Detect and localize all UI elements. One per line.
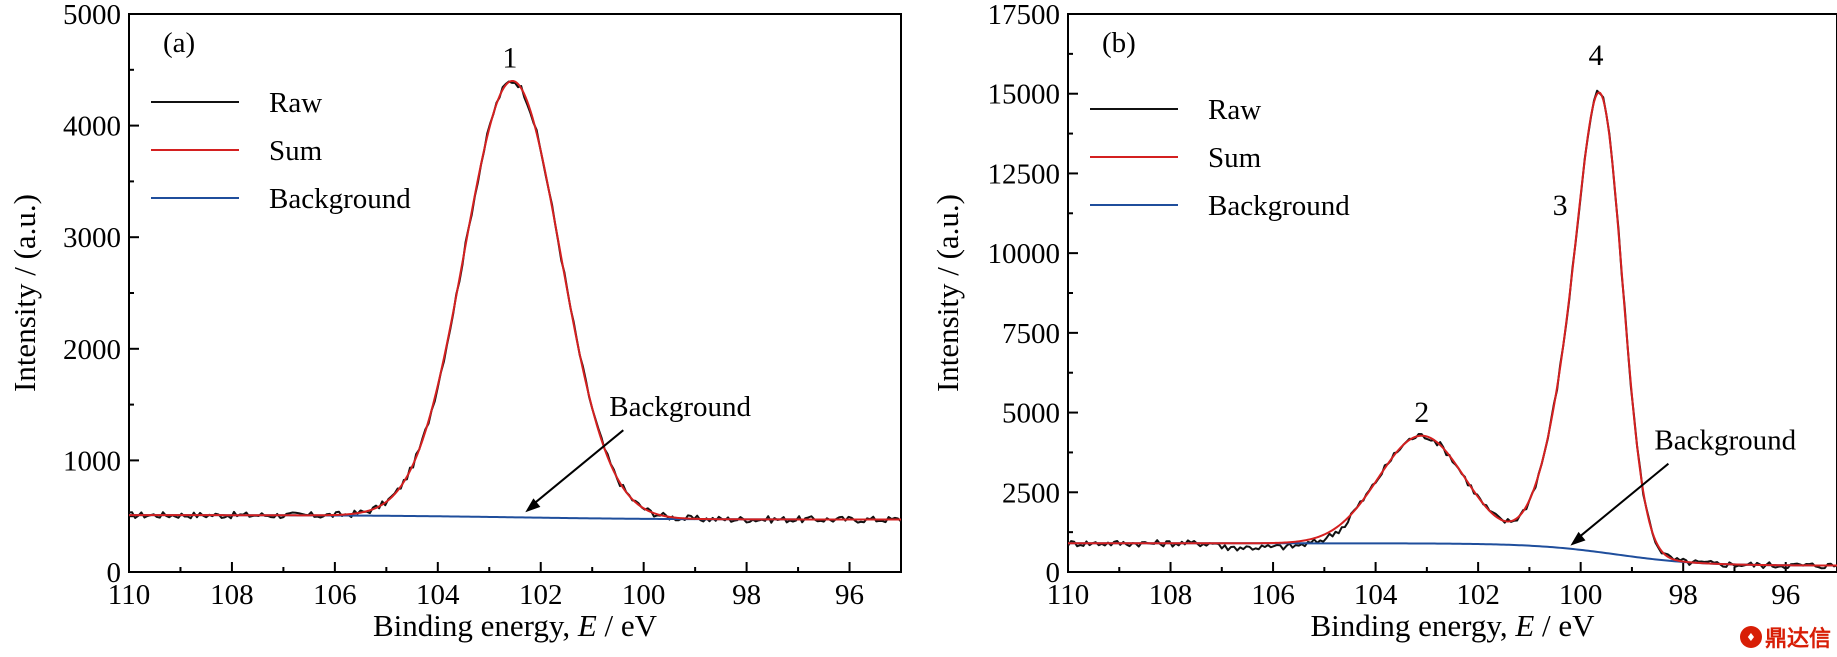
watermark: ♦ 鼎达信 [1739, 621, 1831, 653]
panel-b-peak-label-4: 4 [1589, 39, 1604, 72]
panel-a-series-sum-line [129, 79, 901, 521]
panel-a-y-tick-label: 3000 [63, 222, 121, 254]
panel-b-legend-entry-raw: Raw [1208, 94, 1261, 126]
panel-b-x-tick-label: 106 [1251, 579, 1295, 611]
panel-a-legend-entry-raw: Raw [269, 87, 322, 119]
panel-b-chart: 110 108 106 104 102 100 98 96 0 2500 5000 7500 10000… [930, 0, 1837, 643]
panel-b-annotation-arrow-head [1570, 531, 1586, 546]
panel-a-x-tick-label: 100 [622, 579, 666, 611]
panel-b-x-tick-label: 96 [1771, 579, 1800, 611]
panel-b-y-tick-label: 10000 [988, 238, 1061, 270]
panel-a-legend-entry-sum: Sum [269, 135, 323, 167]
panel-a-y-tick-label: 5000 [63, 0, 121, 31]
panel-a-legend-entry-background: Background [269, 183, 411, 215]
panel-b-peak-label-2: 2 [1414, 396, 1429, 429]
panel-a-peak-label-1: 1 [502, 42, 517, 75]
panel-b-legend-entry-background: Background [1208, 190, 1350, 222]
panel-a-x-tick-label: 106 [313, 579, 357, 611]
panel-b-y-tick-label: 12500 [988, 158, 1061, 190]
panel-a-annotation-arrow-line [532, 429, 624, 505]
panel-b-legend-entry-sum: Sum [1208, 142, 1262, 174]
panel-a-chart: 110 108 106 104 102 100 98 96 0 1000 2000 3000 4000 5… [7, 0, 902, 643]
panel-b-y-tick-label: 5000 [1002, 398, 1060, 430]
panel-a-x-tick-label: 102 [519, 579, 563, 611]
watermark-text: 鼎达信 [1764, 627, 1831, 652]
panel-b-y-tick-label: 7500 [1002, 318, 1060, 350]
panel-a-annotation-label: Background [609, 391, 751, 423]
panel-b-plot-frame [1067, 13, 1837, 573]
panel-b-annotation-arrow-line [1577, 462, 1670, 539]
panel-a-y-tick-label: 4000 [63, 111, 121, 143]
panel-b-y-tick-label: 0 [1046, 557, 1061, 589]
panel-a-y-axis-title: Intensity / (a.u.) [7, 194, 42, 392]
panel-b-x-tick-label: 110 [1047, 579, 1089, 611]
panel-b-x-axis-title: Binding energy, E / eV [1310, 608, 1595, 643]
logo-icon: ♦ [1739, 626, 1762, 648]
panel-a-y-tick-label: 1000 [63, 445, 121, 477]
panel-b-series-raw-line [1068, 89, 1837, 570]
panel-a-x-tick-label: 108 [210, 579, 254, 611]
panel-b-y-axis-title: Intensity / (a.u.) [930, 194, 965, 392]
panel-a-plot-frame [128, 13, 902, 573]
panel-b-y-tick-label: 2500 [1002, 477, 1060, 509]
panel-a-y-tick-label: 0 [107, 557, 122, 589]
panel-b-x-tick-label: 98 [1669, 579, 1698, 611]
panel-a-x-tick-label: 98 [732, 579, 761, 611]
panel-b-x-tick-label: 108 [1149, 579, 1193, 611]
panel-b-x-tick-label: 102 [1456, 579, 1500, 611]
panel-b-y-tick-label: 17500 [988, 0, 1061, 31]
panel-a-x-tick-label: 104 [416, 579, 460, 611]
panel-a-y-tick-label: 2000 [63, 334, 121, 366]
panel-b-annotation-label: Background [1654, 425, 1796, 457]
panel-b-x-tick-label: 100 [1559, 579, 1603, 611]
panel-a-series-raw-line [129, 80, 901, 524]
panel-a-x-tick-label: 96 [835, 579, 864, 611]
panel-b-y-tick-label: 15000 [988, 79, 1061, 111]
panel-b-series-sum-line [1068, 91, 1837, 567]
panel-a-x-tick-label: 110 [108, 579, 150, 611]
panel-a-label: (a) [163, 27, 195, 59]
panel-b-x-tick-label: 104 [1354, 579, 1398, 611]
panel-a-annotation-arrow-head [525, 498, 541, 513]
panel-b-series-background-line [1068, 542, 1837, 567]
panel-b-label: (b) [1102, 27, 1136, 59]
panel-a-x-axis-title: Binding energy, E / eV [373, 608, 658, 643]
panel-b-peak-label-3: 3 [1553, 189, 1568, 222]
